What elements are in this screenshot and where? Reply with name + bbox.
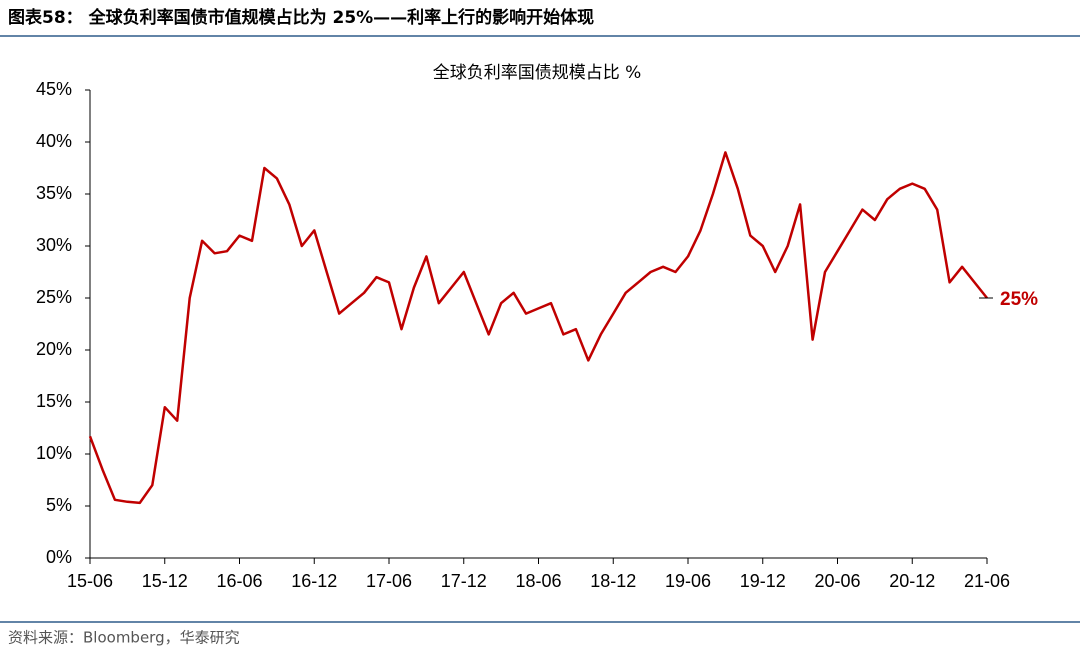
- data-line: [88, 151, 988, 505]
- y-tick-label: 45%: [36, 79, 72, 99]
- x-tick-label: 19-06: [665, 571, 711, 591]
- x-tick-label: 18-06: [515, 571, 561, 591]
- y-tick-label: 0%: [46, 547, 72, 567]
- y-tick-label: 15%: [36, 391, 72, 411]
- y-tick-label: 25%: [36, 287, 72, 307]
- figure-header: 图表58： 全球负利率国债市值规模占比为 25%——利率上行的影响开始体现: [8, 7, 594, 28]
- x-tick-label: 17-06: [366, 571, 412, 591]
- x-tick-label: 17-12: [441, 571, 487, 591]
- end-annotation: 25%: [1000, 289, 1038, 310]
- x-tick-label: 19-12: [740, 571, 786, 591]
- y-tick-label: 30%: [36, 235, 72, 255]
- x-tick-label: 20-12: [889, 571, 935, 591]
- x-tick-label: 16-06: [216, 571, 262, 591]
- x-tick-label: 15-06: [67, 571, 113, 591]
- y-tick-label: 10%: [36, 443, 72, 463]
- y-tick-label: 20%: [36, 339, 72, 359]
- x-tick-label: 20-06: [814, 571, 860, 591]
- x-tick-label: 16-12: [291, 571, 337, 591]
- y-tick-label: 40%: [36, 131, 72, 151]
- source-note: 资料来源：Bloomberg，华泰研究: [8, 629, 240, 647]
- y-tick-label: 5%: [46, 495, 72, 515]
- x-tick-label: 15-12: [142, 571, 188, 591]
- x-tick-label: 21-06: [964, 571, 1010, 591]
- chart-title: 全球负利率国债规模占比 %: [433, 63, 642, 83]
- y-tick-label: 35%: [36, 183, 72, 203]
- x-tick-label: 18-12: [590, 571, 636, 591]
